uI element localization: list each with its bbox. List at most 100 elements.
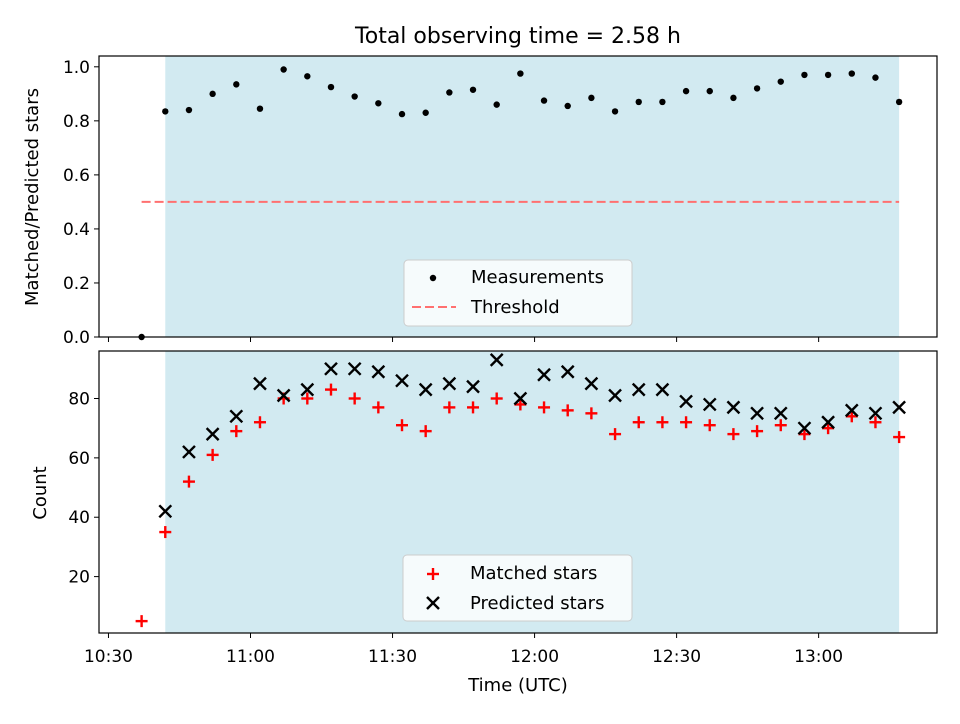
y-tick-label: 80 bbox=[68, 389, 90, 409]
measurement-point bbox=[659, 98, 666, 106]
predicted-star-point bbox=[726, 400, 741, 415]
measurement-point bbox=[540, 97, 548, 104]
predicted-star-point bbox=[702, 397, 717, 412]
matched-star-point bbox=[632, 416, 645, 429]
measurement-point bbox=[398, 110, 406, 118]
predicted-star-point bbox=[205, 427, 220, 441]
measurement-point bbox=[280, 66, 287, 73]
predicted-star-point bbox=[631, 382, 646, 397]
matched-star-point bbox=[893, 431, 906, 444]
measurement-point bbox=[872, 74, 879, 81]
matched-star-point bbox=[727, 428, 740, 441]
matched-star-point bbox=[230, 425, 243, 438]
predicted-star-point bbox=[158, 504, 173, 519]
matched-star-point bbox=[135, 615, 148, 628]
top-plot-frame bbox=[98, 55, 938, 338]
matched-star-point bbox=[703, 419, 716, 432]
predicted-star-point bbox=[868, 406, 883, 421]
measurement-point bbox=[611, 108, 619, 115]
matched-star-point bbox=[490, 392, 503, 405]
predicted-star-point bbox=[844, 403, 859, 418]
predicted-star-point bbox=[466, 379, 480, 394]
legend-predicted-marker bbox=[426, 596, 440, 610]
legend-measurements-label: Measurements bbox=[471, 267, 604, 288]
predicted-star-point bbox=[182, 445, 196, 459]
measurement-point bbox=[753, 85, 761, 92]
predicted-star-point bbox=[773, 406, 788, 421]
legend-matched-label: Matched stars bbox=[470, 563, 597, 584]
y-tick-label: 0.8 bbox=[63, 112, 90, 132]
legend-matched-marker bbox=[427, 568, 439, 580]
matched-star-point bbox=[822, 422, 835, 435]
matched-star-point bbox=[774, 419, 787, 432]
predicted-star-point bbox=[418, 382, 433, 397]
measurement-point bbox=[469, 86, 477, 93]
matched-star-point bbox=[561, 404, 574, 417]
matched-star-point bbox=[396, 419, 409, 432]
matched-star-point bbox=[845, 410, 858, 423]
predicted-star-point bbox=[584, 376, 599, 391]
measurement-point bbox=[848, 70, 855, 77]
predicted-star-point bbox=[276, 388, 291, 403]
predicted-star-point bbox=[560, 364, 575, 379]
matched-star-point bbox=[798, 428, 811, 441]
measurement-point bbox=[233, 81, 240, 88]
y-tick-label: 40 bbox=[68, 508, 90, 528]
matched-star-point bbox=[324, 383, 337, 396]
measurement-point bbox=[824, 71, 832, 79]
matched-star-point bbox=[182, 475, 195, 488]
predicted-star-point bbox=[821, 415, 835, 430]
bottom-legend: Matched stars Predicted stars bbox=[402, 554, 633, 622]
measurement-point bbox=[730, 94, 737, 102]
matched-star-point bbox=[159, 526, 172, 539]
x-tick-label: 11:00 bbox=[226, 647, 275, 667]
predicted-star-point bbox=[513, 391, 528, 406]
predicted-star-point bbox=[371, 364, 386, 379]
matched-star-point bbox=[869, 416, 882, 429]
matched-star-point bbox=[419, 425, 432, 438]
measurement-point bbox=[351, 93, 358, 100]
measurement-point bbox=[682, 87, 690, 95]
y-tick-label: 0.6 bbox=[63, 166, 90, 186]
y-tick-label: 20 bbox=[68, 568, 90, 588]
measurement-point bbox=[327, 83, 335, 91]
top-y-axis-label: Matched/Predicted stars bbox=[22, 88, 43, 306]
bottom-y-axis-label: Count bbox=[30, 466, 51, 519]
matched-star-point bbox=[372, 401, 385, 414]
predicted-star-point bbox=[324, 361, 338, 376]
matched-star-point bbox=[348, 392, 361, 405]
matched-star-point bbox=[538, 401, 551, 414]
measurement-point bbox=[304, 73, 311, 80]
measurement-point bbox=[185, 106, 193, 114]
measurement-point bbox=[564, 102, 571, 110]
measurement-point bbox=[895, 98, 903, 106]
matched-star-point bbox=[609, 428, 622, 441]
measurement-point bbox=[706, 87, 713, 95]
measurement-point bbox=[801, 71, 808, 79]
matched-star-point bbox=[514, 398, 527, 411]
y-tick-label: 1.0 bbox=[63, 58, 90, 78]
measurement-point bbox=[777, 78, 784, 85]
predicted-star-point bbox=[229, 409, 244, 424]
matched-star-point bbox=[656, 416, 669, 429]
predicted-star-point bbox=[347, 361, 362, 376]
predicted-star-point bbox=[489, 353, 504, 367]
y-tick-label: 60 bbox=[68, 449, 90, 469]
matched-star-point bbox=[751, 425, 764, 438]
matched-star-point bbox=[680, 416, 693, 429]
measurement-point bbox=[517, 70, 524, 77]
matched-star-point bbox=[443, 401, 456, 414]
measurement-point bbox=[635, 98, 642, 106]
legend-threshold-label: Threshold bbox=[470, 297, 560, 318]
x-tick-label: 12:00 bbox=[510, 647, 559, 667]
predicted-star-point bbox=[537, 367, 551, 382]
matched-star-point bbox=[206, 448, 219, 461]
x-axis-label: Time (UTC) bbox=[467, 675, 568, 696]
x-tick-label: 11:30 bbox=[368, 647, 417, 667]
predicted-star-point bbox=[679, 394, 693, 409]
predicted-star-point bbox=[892, 400, 906, 415]
legend-predicted-label: Predicted stars bbox=[470, 593, 604, 614]
top-legend: Measurements Threshold bbox=[403, 259, 633, 327]
x-tick-label: 13:00 bbox=[794, 647, 843, 667]
x-tick-label: 10:30 bbox=[84, 647, 133, 667]
